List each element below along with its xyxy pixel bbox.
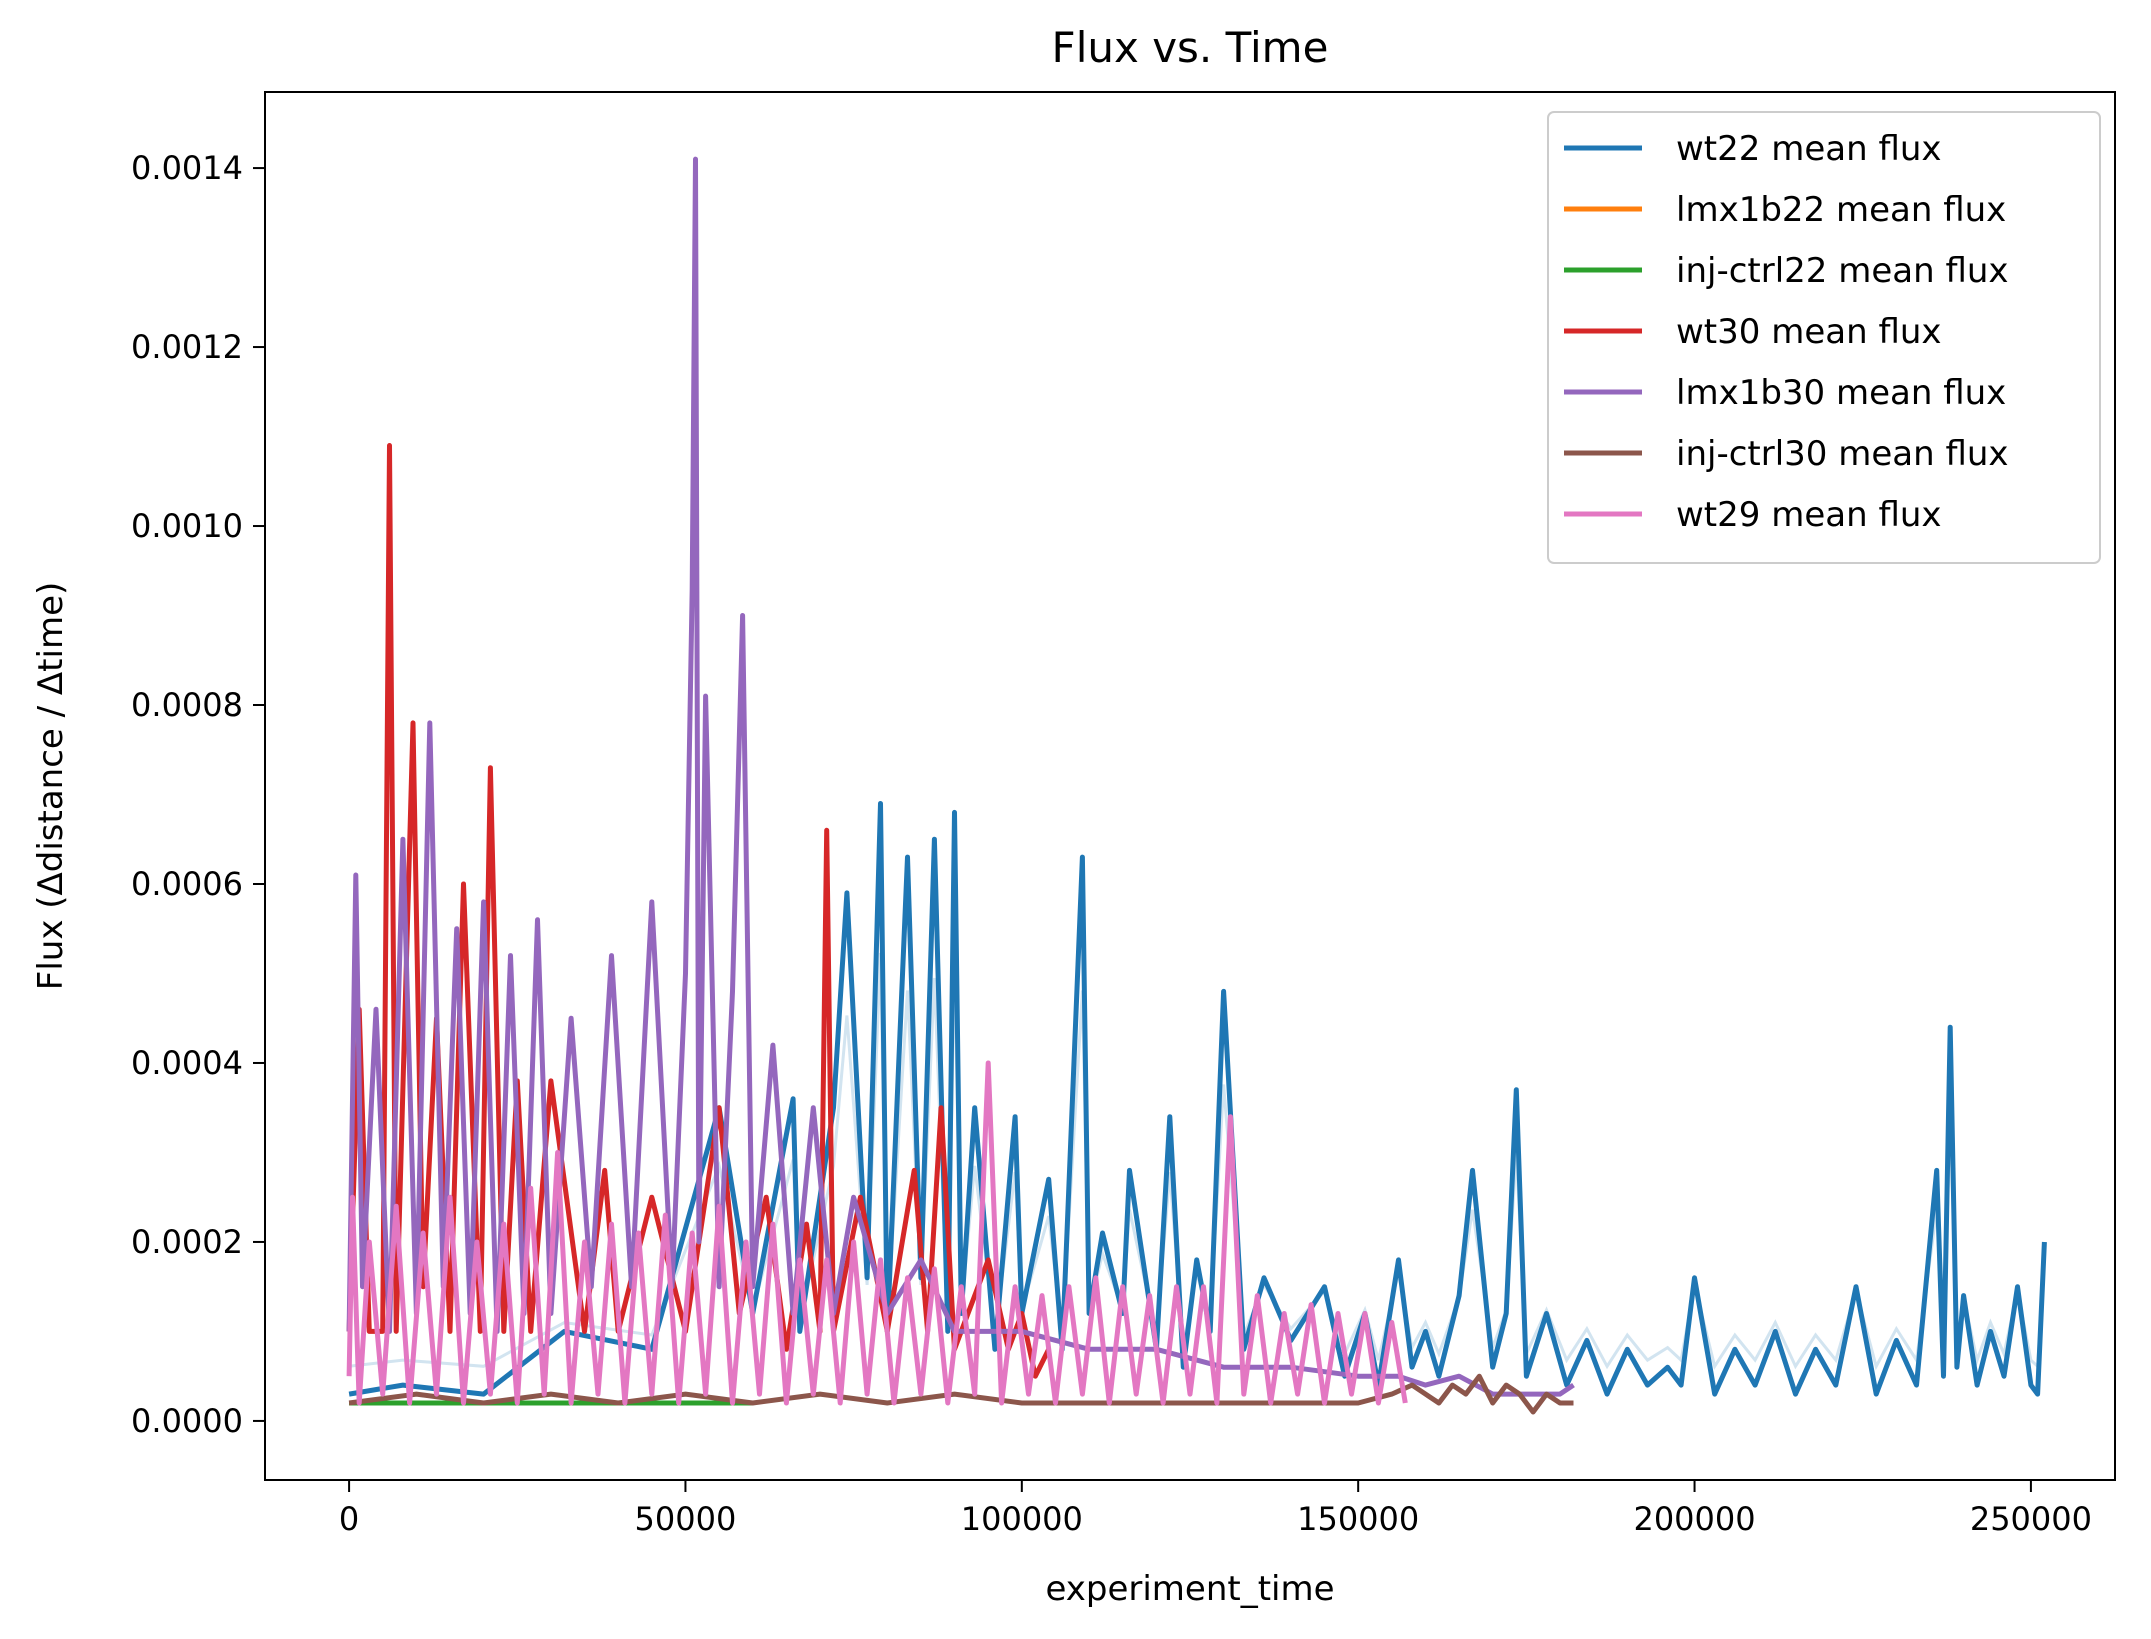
plot-frame: [264, 91, 2116, 1481]
legend-label-3: inj-ctrl22 mean flux: [1676, 251, 2009, 291]
x-tick-label: 250000: [1970, 1500, 2092, 1538]
series-trace-faint: [348, 952, 2046, 1371]
legend-label-2: lmx1b22 mean flux: [1676, 190, 2006, 230]
y-tick-label: 0.0002: [131, 1223, 243, 1261]
chart-title: Flux vs. Time: [1052, 23, 1329, 72]
legend-label-7: wt29 mean flux: [1676, 495, 1942, 535]
legend-label-6: inj-ctrl30 mean flux: [1676, 434, 2009, 474]
legend: wt22 mean flux lmx1b22 mean flux inj-ctrl2…: [1547, 111, 2101, 564]
plot-area: [346, 156, 2047, 1415]
x-axis-label: experiment_time: [1045, 1569, 1334, 1609]
y-tick-label: 0.0000: [131, 1402, 243, 1440]
series-line-7: [346, 1060, 1408, 1406]
y-tick-label: 0.0012: [131, 328, 243, 366]
y-axis-label: Flux (Δdistance / Δtime): [31, 582, 71, 990]
legend-label-1: wt22 mean flux: [1676, 129, 1942, 169]
x-tick-label: 100000: [961, 1500, 1083, 1538]
x-tick-label: 150000: [1297, 1500, 1419, 1538]
y-tick-label: 0.0010: [131, 507, 243, 545]
x-axis: 0 50000 100000 150000 200000 250000: [339, 1480, 2092, 1538]
y-tick-label: 0.0006: [131, 865, 243, 903]
y-tick-label: 0.0008: [131, 686, 243, 724]
x-tick-label: 200000: [1633, 1500, 1755, 1538]
legend-frame: [1547, 111, 2101, 564]
y-tick-label: 0.0004: [131, 1044, 243, 1082]
legend-label-4: wt30 mean flux: [1676, 312, 1942, 352]
y-axis: 0.0000 0.0002 0.0004 0.0006 0.0008 0.0010 0.00…: [131, 149, 265, 1440]
x-tick-label: 50000: [635, 1500, 737, 1538]
y-tick-label: 0.0014: [131, 149, 243, 187]
legend-label-5: lmx1b30 mean flux: [1676, 373, 2006, 413]
x-tick-label: 0: [339, 1500, 359, 1538]
